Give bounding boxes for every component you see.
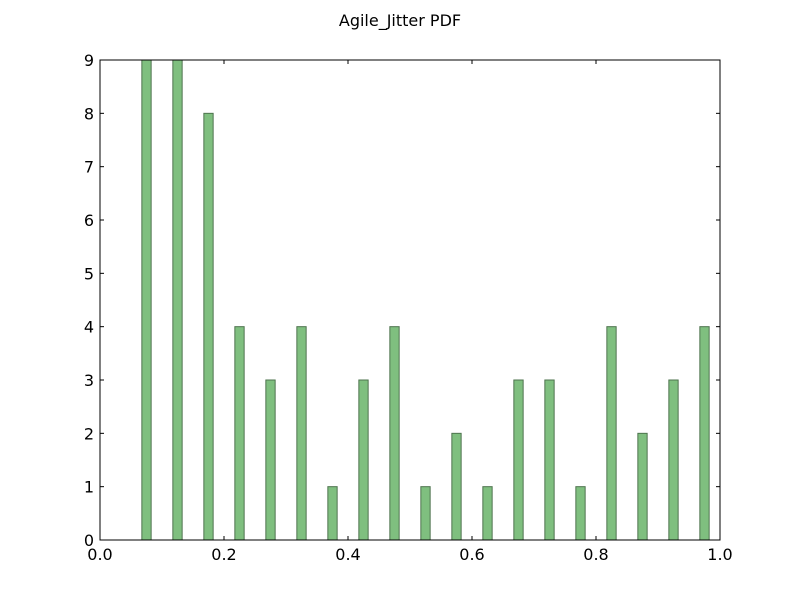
x-tick-label-5: 1.0: [707, 545, 732, 564]
y-tick-label-8: 8: [84, 104, 94, 123]
x-axis-ticks: 0.0 0.2 0.4 0.6 0.8 1.0: [87, 60, 733, 564]
bar-17: [668, 379, 679, 541]
y-axis-ticks: 0 1 2 3 4 5 6 7 8 9: [84, 51, 720, 550]
bar-4: [265, 379, 276, 541]
y-tick-label-5: 5: [84, 264, 94, 283]
y-tick-label-1: 1: [84, 478, 94, 497]
y-tick-label-0: 0: [84, 531, 94, 550]
bar-9: [420, 486, 431, 541]
bar-15: [606, 326, 617, 541]
y-tick-label-7: 7: [84, 158, 94, 177]
plot-frame: [99, 59, 721, 541]
bar-16: [637, 432, 648, 541]
y-tick-label-6: 6: [84, 211, 94, 230]
bars: [141, 59, 710, 541]
y-tick-label-2: 2: [84, 424, 94, 443]
bar-12: [513, 379, 524, 541]
bar-18: [699, 326, 710, 541]
x-tick-label-0: 0.0: [87, 545, 112, 564]
bar-0: [141, 59, 152, 541]
x-tick-label-4: 0.8: [583, 545, 608, 564]
bar-14: [575, 486, 586, 541]
bar-7: [358, 379, 369, 541]
bar-6: [327, 486, 338, 541]
x-tick-label-2: 0.4: [335, 545, 360, 564]
y-tick-label-9: 9: [84, 51, 94, 70]
chart-title: Agile_Jitter PDF: [339, 11, 461, 31]
bar-8: [389, 326, 400, 541]
y-tick-label-4: 4: [84, 318, 94, 337]
bar-5: [296, 326, 307, 541]
bar-3: [234, 326, 245, 541]
bar-13: [544, 379, 555, 541]
y-tick-label-3: 3: [84, 371, 94, 390]
bar-11: [482, 486, 493, 541]
bar-2: [203, 112, 214, 541]
x-tick-label-1: 0.2: [211, 545, 236, 564]
bar-1: [172, 59, 183, 541]
x-tick-label-3: 0.6: [459, 545, 484, 564]
bar-10: [451, 432, 462, 541]
